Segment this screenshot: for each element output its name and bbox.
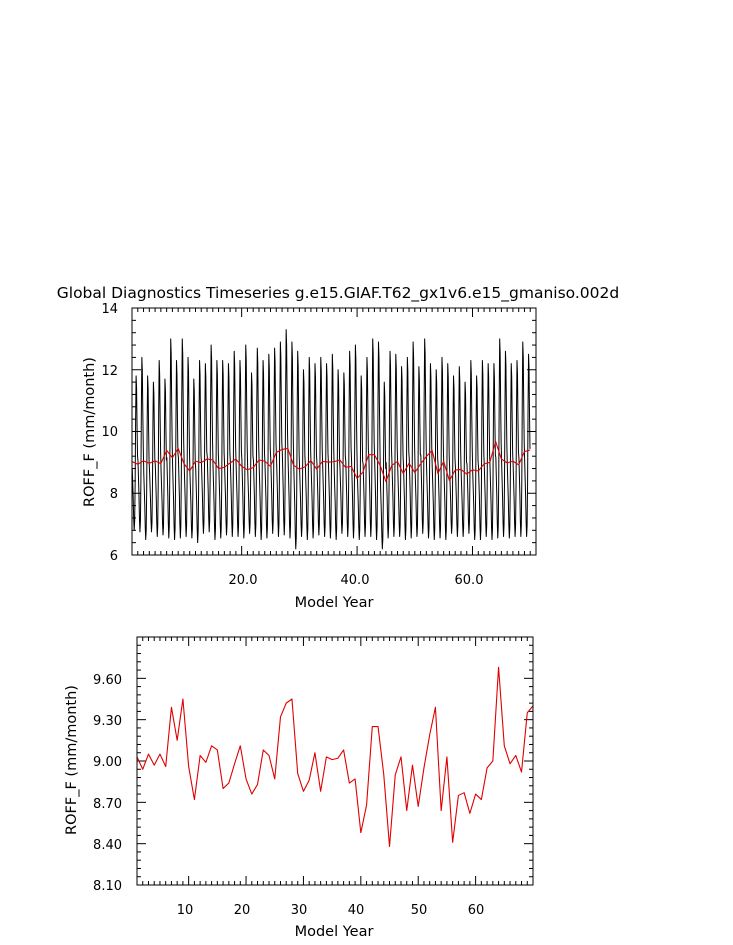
y-tick-label: 10 [101,425,118,440]
panel1-frame [131,307,537,556]
x-tick-label: 50 [411,903,428,918]
panel2-x-axis-label: Model Year [295,924,374,940]
monthly-timeseries-panel: 6 8 10 12 14 20.0 40.0 60.0 Model Year R… [82,302,537,611]
y-tick-label: 6 [110,549,118,564]
monthly-series-line [131,329,531,550]
panel1-y-axis-label: ROFF_F (mm/month) [82,357,98,507]
panel2-frame [136,636,534,886]
panel1-x-axis-label: Model Year [295,595,374,611]
x-tick-label: 40 [348,903,365,918]
y-tick-label: 8.40 [93,838,122,853]
panel1-series [131,329,531,550]
figure-title: Global Diagnostics Timeseries g.e15.GIAF… [57,284,619,303]
y-tick-label: 9.00 [93,755,122,770]
y-tick-label: 9.60 [93,673,122,688]
y-tick-label: 14 [101,302,118,317]
annual-mean-line [131,440,531,483]
x-tick-label: 30 [291,903,308,918]
annual-mean-panel: 8.10 8.40 8.70 9.00 9.30 9.60 10 20 30 4… [64,636,534,940]
panel2-series [136,666,534,847]
x-tick-label: 60 [468,903,485,918]
panel1-y-tick-labels: 6 8 10 12 14 [101,302,118,564]
panel2-ticks [136,636,534,886]
panel2-y-axis-label: ROFF_F (mm/month) [64,685,80,835]
panel2-y-tick-labels: 8.10 8.40 8.70 9.00 9.30 9.60 [93,673,122,894]
x-tick-label: 20.0 [229,573,258,588]
x-tick-label: 40.0 [341,573,370,588]
y-tick-label: 8.70 [93,797,122,812]
y-tick-label: 8 [110,487,118,502]
y-tick-label: 9.30 [93,714,122,729]
panel1-ticks [131,307,537,556]
x-tick-label: 60.0 [455,573,484,588]
annual-mean-line [136,666,534,847]
y-tick-label: 12 [101,364,118,379]
y-tick-label: 8.10 [93,879,122,894]
panel1-x-tick-labels: 20.0 40.0 60.0 [229,573,484,588]
x-tick-label: 20 [234,903,251,918]
panel2-x-tick-labels: 10 20 30 40 50 60 [177,903,485,918]
x-tick-label: 10 [177,903,194,918]
